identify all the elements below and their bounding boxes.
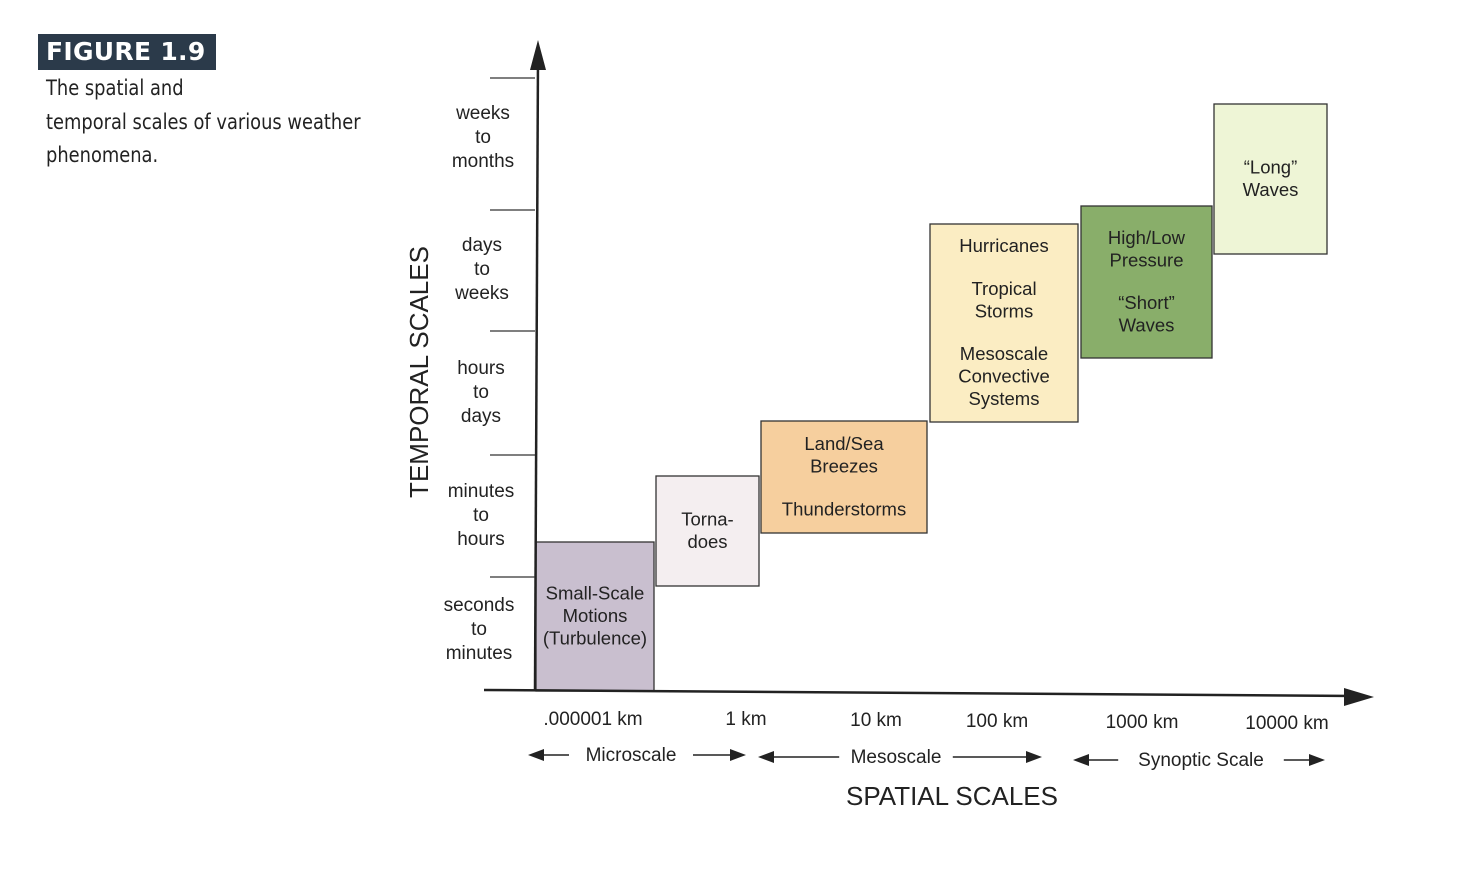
caption-line-2: temporal scales of various weather [46,110,361,134]
time-band-line: weeks [455,103,510,124]
range-arrowhead-left-icon [528,749,544,761]
phenomenon-label: Torna-does [681,508,733,552]
spatial-tick-label: 10000 km [1245,713,1328,734]
time-band-line: weeks [454,283,509,304]
time-band-line: days [462,235,502,256]
phenomenon-line: Mesoscale [960,343,1048,364]
phenomenon-label: High/Low Pressure “Short” Waves [1108,227,1186,336]
phenomenon-line: Land/Sea [804,433,884,454]
caption-line-3: phenomena. [46,143,159,167]
scale-range-label: Microscale [586,745,677,766]
y-axis-title: TEMPORAL SCALES [404,246,434,498]
phenomenon-line: Torna- [681,508,733,529]
phenomenon-line: Waves [1119,315,1175,336]
spatial-tick-label: 1 km [725,709,766,730]
time-band-label: weeks to months [452,103,514,172]
phenomenon-label: Small-Scale Motions (Turbulence) [543,583,647,649]
time-band-line: days [461,406,501,427]
phenomenon-line: Pressure [1109,249,1183,270]
figure-label: FIGURE 1.9 [38,34,216,70]
y-axis-line [533,55,540,691]
phenomenon-line: Convective [958,366,1050,387]
time-band-line: to [475,127,491,148]
range-arrowhead-left-icon [758,751,774,763]
time-band-line: months [452,151,514,172]
range-arrowhead-right-icon [730,749,746,761]
caption-line-1: The spatial and [46,76,184,100]
time-band-line: seconds [444,595,515,616]
phenomenon-line: Motions [563,605,628,626]
phenomenon-line: (Turbulence) [543,628,647,649]
scale-range-label: Synoptic Scale [1138,750,1264,771]
time-band-line: minutes [448,481,515,502]
range-arrowhead-right-icon [1309,754,1325,766]
x-axis-line [483,688,1356,698]
time-band-label: hours to days [457,358,505,427]
phenomenon-line: High/Low [1108,227,1186,248]
phenomenon-box [655,475,760,587]
time-band-line: to [473,382,489,403]
time-band-label: days to weeks [454,235,509,304]
phenomenon-box [535,541,655,692]
phenomenon-label: “Long” Waves [1243,156,1299,200]
phenomenon-box [929,223,1079,423]
phenomenon-box [760,420,928,534]
spatial-tick-label: 1000 km [1106,712,1179,733]
phenomenon-box [1080,205,1213,359]
figure-caption: FIGURE 1.9 The spatial and temporal scale… [38,34,378,172]
phenomenon-line: Small-Scale [546,583,645,604]
x-axis-title: SPATIAL SCALES [846,781,1058,811]
range-arrowhead-left-icon [1073,754,1089,766]
phenomenon-box [1213,103,1328,255]
time-band-label: minutes to hours [448,481,515,550]
phenomenon-line: Thunderstorms [782,498,906,519]
phenomenon-line: Systems [969,388,1040,409]
time-band-line: hours [457,358,505,379]
phenomenon-line: Tropical [971,278,1036,299]
phenomenon-line: Hurricanes [959,235,1048,256]
phenomenon-line: Breezes [810,456,878,477]
spatial-tick-label: 10 km [850,710,902,731]
phenomenon-line: “Short” [1118,292,1175,313]
phenomenon-line: does [687,531,727,552]
time-band-line: hours [457,529,505,550]
spatial-tick-label: 100 km [966,711,1028,732]
spatial-tick-label: .000001 km [543,709,642,730]
phenomenon-label: Hurricanes Tropical Storms Mesoscale Convect… [958,235,1050,409]
range-arrowhead-right-icon [1026,751,1042,763]
phenomenon-line: Storms [975,300,1034,321]
phenomenon-line: Waves [1243,179,1299,200]
time-band-line: minutes [446,643,513,664]
time-band-label: seconds to minutes [444,595,515,664]
time-band-line: to [471,619,487,640]
x-axis-arrow-icon [1344,688,1374,706]
time-band-line: to [474,259,490,280]
time-band-line: to [473,505,489,526]
y-axis-arrow-icon [530,40,546,70]
phenomenon-line: “Long” [1244,156,1297,177]
axes [483,40,1374,706]
scale-range-label: Mesoscale [851,747,942,768]
phenomenon-label: Land/Sea Breezes Thunderstorms [782,433,906,519]
